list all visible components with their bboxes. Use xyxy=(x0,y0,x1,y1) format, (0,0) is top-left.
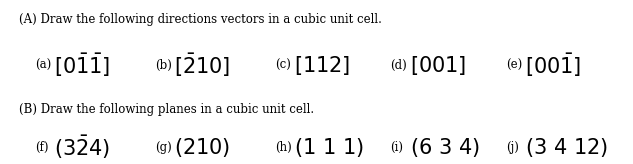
Text: $(1\ 1\ 1)$: $(1\ 1\ 1)$ xyxy=(294,136,364,159)
Text: $\left[001\right]$: $\left[001\right]$ xyxy=(410,54,466,77)
Text: $\left[112\right]$: $\left[112\right]$ xyxy=(294,54,351,77)
Text: $\left(3\bar{2}4\right)$: $\left(3\bar{2}4\right)$ xyxy=(54,134,110,161)
Text: (a): (a) xyxy=(35,59,51,72)
Text: (e): (e) xyxy=(506,59,523,72)
Text: (b): (b) xyxy=(155,59,172,72)
Text: $\left(210\right)$: $\left(210\right)$ xyxy=(174,136,230,159)
Text: $\left[0\bar{1}\bar{1}\right]$: $\left[0\bar{1}\bar{1}\right]$ xyxy=(54,52,110,79)
Text: $\left[\bar{2}10\right]$: $\left[\bar{2}10\right]$ xyxy=(174,52,230,79)
Text: (g): (g) xyxy=(155,141,172,154)
Text: (h): (h) xyxy=(275,141,292,154)
Text: (d): (d) xyxy=(391,59,407,72)
Text: (i): (i) xyxy=(391,141,404,154)
Text: $(6\ 3\ 4)$: $(6\ 3\ 4)$ xyxy=(410,136,479,159)
Text: $\left[00\bar{1}\right]$: $\left[00\bar{1}\right]$ xyxy=(525,52,582,79)
Text: (B) Draw the following planes in a cubic unit cell.: (B) Draw the following planes in a cubic… xyxy=(19,103,314,116)
Text: (f): (f) xyxy=(35,141,48,154)
Text: (j): (j) xyxy=(506,141,519,154)
Text: (c): (c) xyxy=(275,59,291,72)
Text: (A) Draw the following directions vectors in a cubic unit cell.: (A) Draw the following directions vector… xyxy=(19,13,382,26)
Text: $(3\ 4\ 12)$: $(3\ 4\ 12)$ xyxy=(525,136,608,159)
